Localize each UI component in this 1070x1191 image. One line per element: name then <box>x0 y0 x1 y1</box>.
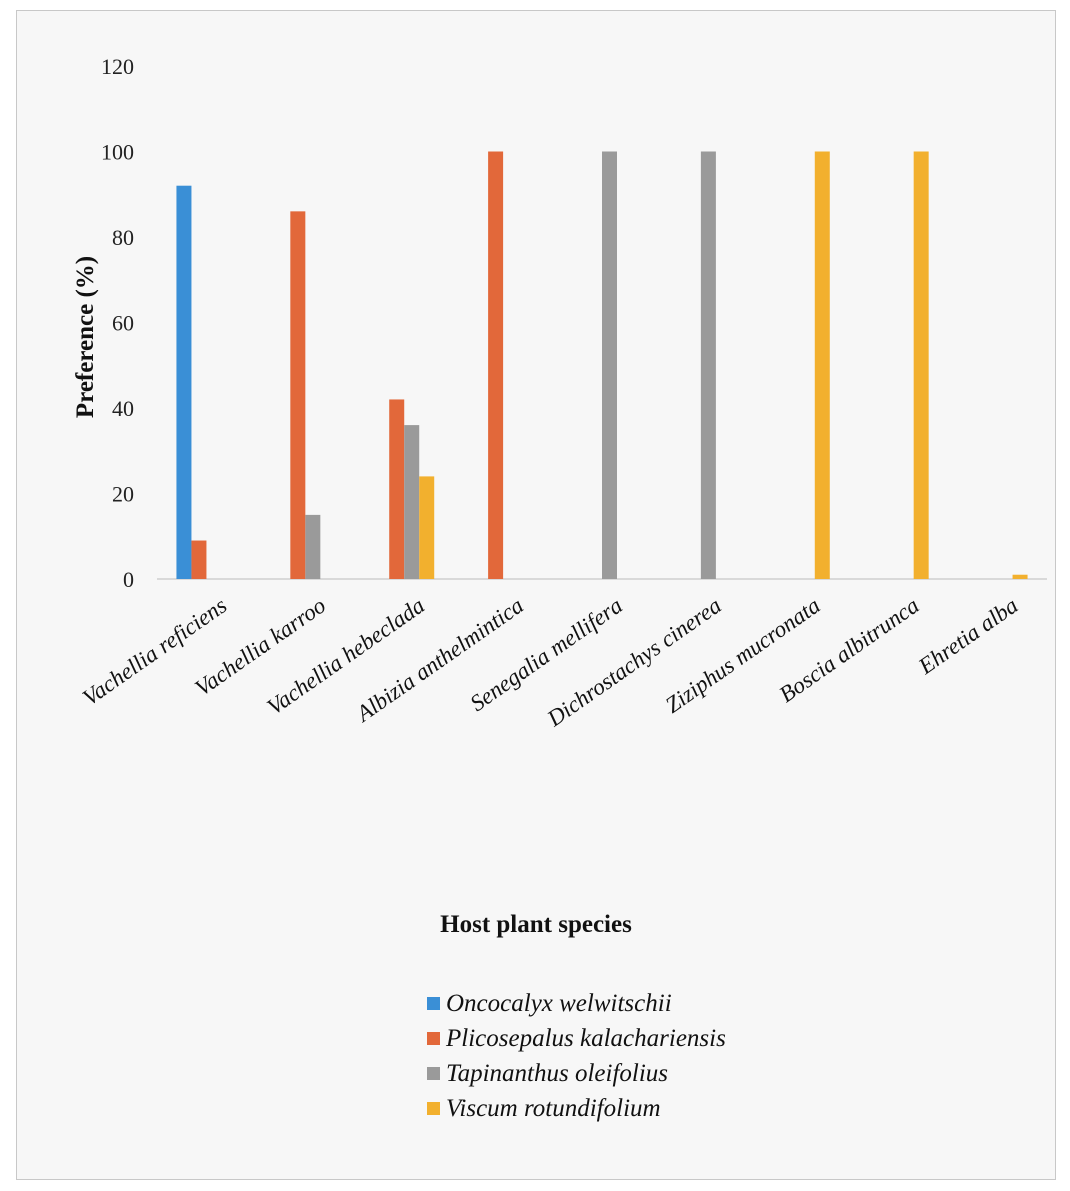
x-tick-label: Dichrostachys cinerea <box>542 593 726 732</box>
x-axis-label: Host plant species <box>440 911 632 938</box>
legend-item: Tapinanthus oleifolius <box>427 1056 726 1091</box>
bar <box>602 151 617 579</box>
legend-label: Plicosepalus kalachariensis <box>446 1024 726 1052</box>
y-axis-label: Preference (%) <box>72 256 99 418</box>
bar <box>913 151 929 579</box>
bar <box>700 151 716 579</box>
bar <box>389 399 405 579</box>
bar <box>814 151 830 579</box>
bar <box>1012 574 1028 579</box>
y-tick-label: 80 <box>112 225 134 250</box>
legend-item: Oncocalyx welwitschii <box>427 986 726 1021</box>
bar <box>305 514 321 579</box>
legend-item: Viscum rotundifolium <box>427 1091 726 1126</box>
legend-swatch <box>427 1067 440 1080</box>
y-tick-label: 20 <box>112 482 134 507</box>
legend-label: Oncocalyx welwitschii <box>446 989 672 1017</box>
bar <box>488 151 504 579</box>
bar <box>419 476 435 579</box>
legend-label: Viscum rotundifolium <box>446 1094 661 1122</box>
bar <box>404 425 420 579</box>
y-tick-label: 0 <box>123 567 134 592</box>
legend-swatch <box>427 997 440 1010</box>
y-tick-label: 120 <box>101 54 134 79</box>
bar <box>191 540 207 579</box>
legend-swatch <box>427 1102 440 1115</box>
chart-frame: Preference (%) 0 20 40 60 80 100 120 Vachellia… <box>16 10 1056 1180</box>
y-tick-label: 40 <box>112 396 134 421</box>
y-tick-label: 100 <box>101 140 134 165</box>
x-tick-label: Ehretia alba <box>913 593 1022 680</box>
bar <box>176 185 192 579</box>
bar <box>290 211 306 579</box>
legend-item: Plicosepalus kalachariensis <box>427 1021 726 1056</box>
x-tick-label: Albizia anthelmintica <box>350 593 528 728</box>
legend: Oncocalyx welwitschii Plicosepalus kalach… <box>427 986 726 1126</box>
legend-label: Tapinanthus oleifolius <box>446 1059 669 1087</box>
y-tick-label: 60 <box>112 311 134 336</box>
legend-swatch <box>427 1032 440 1045</box>
